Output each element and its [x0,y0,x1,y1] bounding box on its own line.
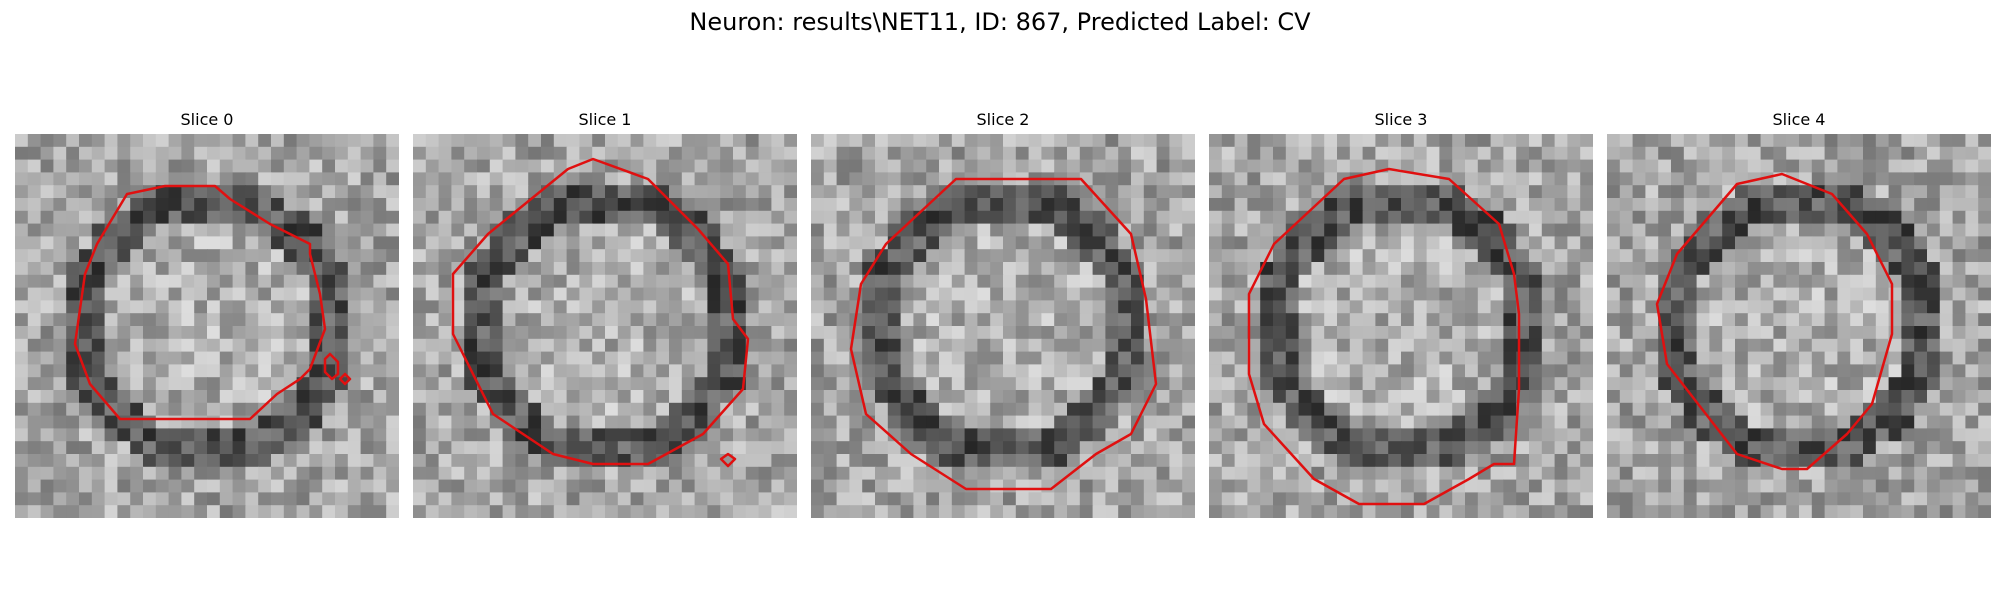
figure-title: Neuron: results\NET11, ID: 867, Predicte… [689,8,1311,36]
artifact-contour [719,452,737,468]
artifact-contour [338,372,352,386]
cell-contour [451,157,750,466]
microscopy-texture [413,134,797,518]
slice-panel-3: Slice 3 [1209,108,1593,518]
cell-contour [1655,172,1894,471]
segmentation-contours [849,177,1158,491]
slice-panel-2: Slice 2 [811,108,1195,518]
slice-title: Slice 1 [578,110,632,129]
microscopy-texture [811,134,1195,518]
cell-contour [849,177,1158,491]
cell-contour [1247,167,1521,506]
slice-image [413,134,797,518]
slice-image [1209,134,1593,518]
microscopy-texture [1607,134,1991,518]
segmentation-contours [1655,172,1894,471]
segmentation-contours [1247,167,1521,506]
slice-title: Slice 4 [1772,110,1826,129]
slice-image [811,134,1195,518]
segmentation-contours [73,184,352,421]
artifact-contour [323,352,340,381]
segmentation-contours [451,157,750,468]
slice-panel-1: Slice 1 [413,108,797,518]
slice-image [15,134,399,518]
microscopy-texture [1209,134,1593,518]
slice-title: Slice 2 [976,110,1030,129]
microscopy-texture [15,134,399,518]
slice-title: Slice 3 [1374,110,1428,129]
slice-image [1607,134,1991,518]
slice-panel-4: Slice 4 [1607,108,1991,518]
slice-panel-0: Slice 0 [15,108,399,518]
slice-title: Slice 0 [180,110,234,129]
cell-contour [73,184,327,421]
